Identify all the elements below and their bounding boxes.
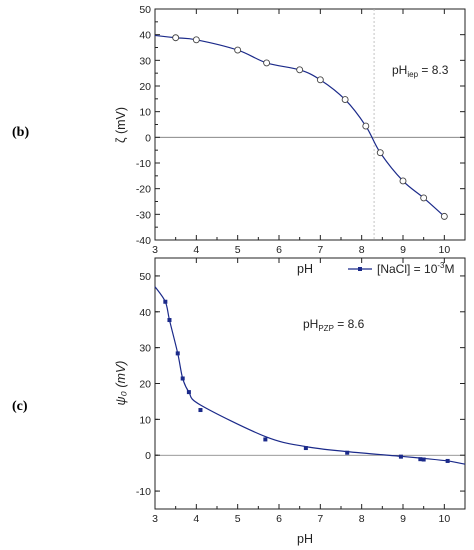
panel-c-data-point: [180, 376, 185, 381]
panel-b-y-tick-label: 50: [139, 4, 151, 16]
panel-c-x-tick-label: 5: [235, 513, 241, 525]
panel-c-annotation-rest: = 8.6: [334, 317, 365, 331]
panel-b-data-point: [172, 34, 180, 42]
panel-c-x-tick-label: 3: [152, 513, 158, 525]
panel-c-y-tick-label: 10: [139, 414, 151, 426]
panel-c-data-point: [163, 299, 168, 304]
panel-b-data-point: [341, 96, 349, 104]
panel-b-x-tick-label: 8: [359, 244, 365, 256]
panel-c-y-tick-label: 0: [145, 450, 151, 462]
panel-c-annotation-base: pH: [303, 317, 318, 331]
panel-b-x-tick-label: 10: [438, 244, 450, 256]
panel-c-legend-text: [NaCl] = 10-3M: [377, 261, 455, 276]
panel-c-annotation: pHPZP = 8.6: [303, 317, 365, 333]
panel-c-surface-potential-chart: (c) 3 4 5 6 7 8 9 10 -10 0 10 20 30 40 50 pH ψ₀ (mV) p…: [12, 257, 466, 546]
panel-c-fitted-curve: [154, 286, 466, 465]
panel-b-y-tick-label: -20: [136, 184, 151, 196]
panel-c-x-tick-label: 7: [317, 513, 323, 525]
panel-c-x-tick-label: 10: [438, 513, 450, 525]
panel-c-data-point: [398, 454, 403, 459]
panel-b-y-tick-label: -10: [136, 158, 151, 170]
panel-b-data-point: [234, 46, 242, 54]
panel-b-y-tick-label: 0: [145, 132, 151, 144]
panel-b-plot-frame: [154, 8, 466, 241]
panel-c-y-tick-label: 30: [139, 343, 151, 355]
panel-c-data-point: [263, 437, 268, 442]
panel-c-legend-rest: M: [445, 262, 455, 276]
panel-c-y-tick-label: 20: [139, 379, 151, 391]
panel-b-annotation: pHiep = 8.3: [392, 63, 449, 79]
panel-c-x-axis-title: pH: [297, 532, 313, 546]
panel-b-y-tick-label: -40: [136, 235, 151, 247]
panel-c-data-point: [445, 458, 450, 463]
panel-c-x-tick-label: 8: [359, 513, 365, 525]
panel-c-y-tick-label: 40: [139, 307, 151, 319]
panel-b-y-tick-label: 20: [139, 81, 151, 93]
panel-c-y-tick-label: 50: [139, 271, 151, 283]
panel-b-data-point: [420, 194, 428, 202]
panel-b-label: (b): [12, 125, 29, 140]
panel-c-data-point: [345, 450, 350, 455]
panel-b-x-tick-label: 7: [317, 244, 323, 256]
panel-c-data-point: [186, 390, 191, 395]
panel-c-annotation-sub: PZP: [318, 324, 334, 333]
panel-c-legend-sup: -3: [437, 261, 445, 270]
panel-c-y-tick-label: -10: [136, 486, 151, 498]
panel-c-data-point: [167, 318, 172, 323]
panel-c-label: (c): [12, 399, 28, 414]
panel-b-annotation-sub: iep: [407, 70, 418, 79]
panel-b-y-tick-label: 40: [139, 30, 151, 42]
panel-c-data-point: [198, 408, 203, 413]
panel-b-x-tick-label: 3: [152, 244, 158, 256]
panel-b-data-point: [440, 212, 448, 220]
panel-b-annotation-rest: = 8.3: [418, 63, 449, 77]
panel-b-data-point: [263, 59, 271, 67]
panel-c-legend-base: [NaCl] = 10: [377, 262, 438, 276]
panel-c-plot-frame: [154, 257, 466, 510]
panel-c-data-point: [421, 457, 426, 462]
panel-b-x-tick-label: 6: [276, 244, 282, 256]
panel-b-x-tick-label: 4: [193, 244, 199, 256]
panel-b-x-axis-title: pH: [297, 262, 313, 276]
panel-b-y-axis-title: ζ (mV): [114, 107, 128, 143]
panel-b-data-point: [399, 177, 407, 185]
panel-c-y-axis-title: ψ₀ (mV): [114, 361, 128, 406]
panel-c-data-point: [303, 446, 308, 451]
panel-c-legend-marker: [358, 267, 362, 271]
panel-b-y-tick-label: 10: [139, 107, 151, 119]
panel-b-data-point: [376, 149, 384, 157]
panel-b-data-point: [192, 36, 200, 44]
panel-b-y-tick-label: -30: [136, 209, 151, 221]
panel-b-data-point: [316, 76, 324, 84]
panel-b-data-point: [296, 66, 304, 74]
panel-c-x-tick-label: 4: [193, 513, 199, 525]
panel-c-legend: [NaCl] = 10-3M: [348, 261, 455, 276]
panel-b-annotation-base: pH: [392, 63, 407, 77]
panel-b-y-tick-label: 30: [139, 55, 151, 67]
panel-c-data-point: [175, 351, 180, 356]
panel-c-x-tick-label: 6: [276, 513, 282, 525]
panel-c-x-tick-label: 9: [400, 513, 406, 525]
panel-b-x-tick-label: 5: [235, 244, 241, 256]
panel-b-x-tick-label: 9: [400, 244, 406, 256]
panel-c-data-point: [418, 457, 423, 462]
panel-b-data-point: [362, 122, 370, 130]
